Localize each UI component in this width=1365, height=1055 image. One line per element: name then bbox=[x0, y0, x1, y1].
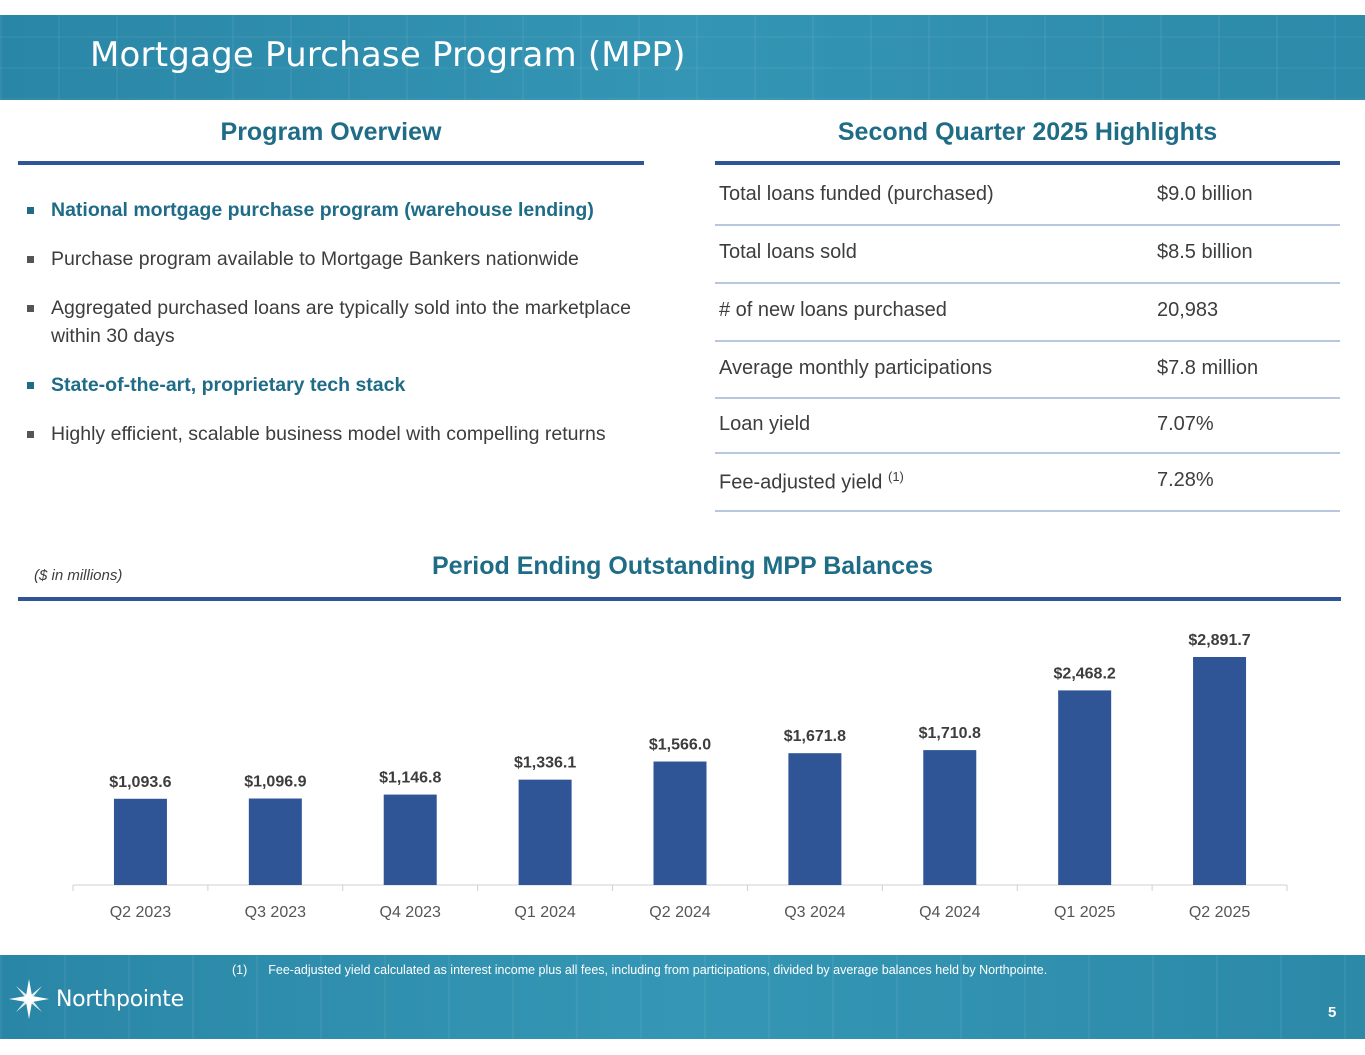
bar bbox=[383, 794, 437, 885]
overview-bullet-text: Aggregated purchased loans are typically… bbox=[51, 297, 631, 347]
bar-data-label: $1,566.0 bbox=[649, 737, 711, 754]
overview-bullet: State-of-the-art, proprietary tech stack bbox=[27, 371, 637, 399]
bullet-square-icon bbox=[27, 305, 34, 312]
overview-bullet-text: Highly efficient, scalable business mode… bbox=[51, 423, 606, 445]
highlights-heading: Second Quarter 2025 Highlights bbox=[837, 118, 1218, 146]
bar-data-label: $1,671.8 bbox=[784, 728, 846, 745]
x-tick-label: Q2 2023 bbox=[110, 904, 171, 921]
highlight-value: $7.8 million bbox=[1157, 357, 1259, 379]
bar-data-label: $1,336.1 bbox=[514, 755, 576, 772]
bar-chart: $1,093.6 Q2 2023 $1,096.9 Q3 2023 $1,146.8 Q4… bbox=[72, 632, 1288, 921]
highlight-label: Total loans sold bbox=[719, 241, 857, 263]
bar bbox=[653, 761, 707, 885]
x-tick-label: Q3 2023 bbox=[245, 904, 306, 921]
bullet-square-icon bbox=[27, 207, 34, 214]
bar-data-label: $1,093.6 bbox=[109, 774, 171, 791]
bullet-square-icon bbox=[27, 431, 34, 438]
bar bbox=[788, 753, 842, 885]
page-title: Mortgage Purchase Program (MPP) bbox=[90, 35, 686, 75]
x-tick-label: Q4 2023 bbox=[380, 904, 441, 921]
highlight-row: # of new loans purchased 20,983 bbox=[715, 282, 1340, 342]
bullet-square-icon bbox=[27, 256, 34, 263]
bar-data-label: $1,096.9 bbox=[244, 774, 306, 791]
overview-bullet: Aggregated purchased loans are typically… bbox=[27, 294, 637, 350]
unit-note: ($ in millions) bbox=[34, 567, 123, 584]
x-tick-label: Q2 2025 bbox=[1189, 904, 1250, 921]
footnote-text: Fee-adjusted yield calculated as interes… bbox=[268, 963, 1048, 977]
bullet-square-icon bbox=[27, 382, 34, 389]
footnote-ref: (1) bbox=[888, 469, 904, 484]
x-tick-label: Q1 2025 bbox=[1054, 904, 1115, 921]
highlight-value: 7.07% bbox=[1157, 413, 1214, 435]
overview-rule bbox=[18, 161, 644, 165]
highlight-label: Average monthly participations bbox=[719, 357, 993, 379]
footnote: (1) Fee-adjusted yield calculated as int… bbox=[232, 963, 1047, 977]
bar-data-label: $1,146.8 bbox=[379, 770, 441, 787]
highlight-value: $8.5 billion bbox=[1157, 241, 1253, 263]
highlight-row: Total loans sold $8.5 billion bbox=[715, 224, 1340, 284]
footnote-marker: (1) bbox=[232, 963, 248, 977]
overview-bullet-text: National mortgage purchase program (ware… bbox=[51, 199, 594, 221]
x-tick-label: Q1 2024 bbox=[514, 904, 575, 921]
overview-bullet: Purchase program available to Mortgage B… bbox=[27, 245, 637, 273]
overview-heading: Program Overview bbox=[220, 118, 442, 146]
x-tick-label: Q4 2024 bbox=[919, 904, 980, 921]
highlight-label: Loan yield bbox=[719, 413, 811, 435]
footer-banner bbox=[0, 955, 1365, 1039]
highlight-value: 20,983 bbox=[1157, 299, 1219, 321]
overview-bullet-text: Purchase program available to Mortgage B… bbox=[51, 248, 579, 270]
overview-bullet: Highly efficient, scalable business mode… bbox=[27, 420, 637, 448]
compass-star-icon bbox=[9, 979, 49, 1019]
chart-title: Period Ending Outstanding MPP Balances bbox=[431, 552, 933, 580]
page-number: 5 bbox=[1328, 1004, 1337, 1021]
bar-data-label: $1,710.8 bbox=[919, 725, 981, 742]
highlight-row: Average monthly participations $7.8 milli… bbox=[715, 340, 1340, 399]
highlight-label: Fee-adjusted yield (1) bbox=[719, 469, 904, 494]
logo-text: Northpointe bbox=[56, 986, 184, 1012]
bar bbox=[113, 798, 167, 885]
x-tick-label: Q3 2024 bbox=[784, 904, 845, 921]
bar bbox=[923, 750, 977, 885]
bar bbox=[518, 779, 572, 885]
bar bbox=[248, 798, 302, 885]
bar bbox=[1058, 690, 1112, 885]
chart-rule bbox=[18, 597, 1341, 601]
highlight-row: Total loans funded (purchased) $9.0 billi… bbox=[715, 166, 1340, 226]
highlight-row: Loan yield 7.07% bbox=[715, 397, 1340, 454]
highlight-label: # of new loans purchased bbox=[719, 299, 947, 321]
overview-bullet-text: State-of-the-art, proprietary tech stack bbox=[51, 374, 406, 396]
overview-bullet: National mortgage purchase program (ware… bbox=[27, 196, 637, 224]
header-banner: Mortgage Purchase Program (MPP) bbox=[0, 15, 1365, 100]
bar-data-label: $2,891.7 bbox=[1188, 632, 1250, 649]
highlight-row: Fee-adjusted yield (1) 7.28% bbox=[715, 452, 1340, 512]
northpointe-logo: Northpointe bbox=[8, 978, 184, 1020]
highlight-label: Total loans funded (purchased) bbox=[719, 183, 994, 205]
bar-data-label: $2,468.2 bbox=[1054, 665, 1116, 682]
highlight-value: 7.28% bbox=[1157, 469, 1214, 491]
x-tick-label: Q2 2024 bbox=[649, 904, 710, 921]
highlights-rule bbox=[715, 161, 1340, 165]
bar bbox=[1193, 657, 1247, 885]
overview-list: National mortgage purchase program (ware… bbox=[27, 196, 637, 469]
highlight-value: $9.0 billion bbox=[1157, 183, 1253, 205]
